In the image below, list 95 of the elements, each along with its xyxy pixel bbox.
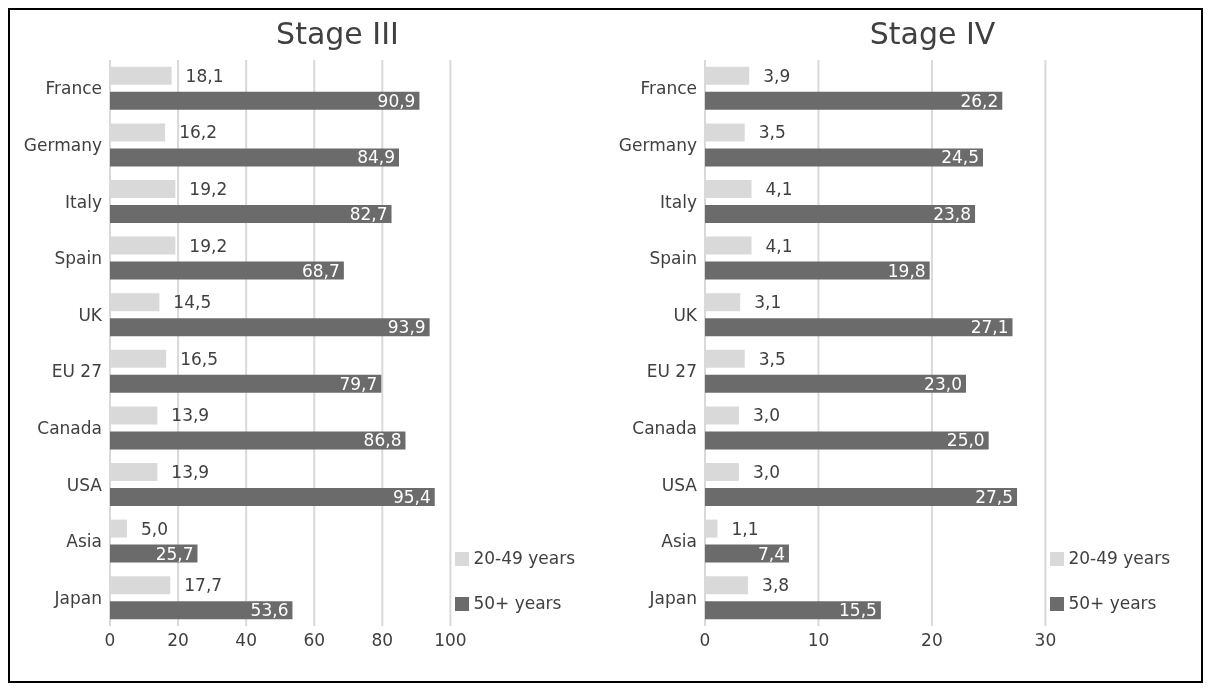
y-tick-label: Spain — [54, 248, 102, 269]
x-tick-label: 60 — [303, 630, 326, 651]
data-label: 18,1 — [185, 65, 224, 86]
x-tick-label: 40 — [235, 630, 257, 651]
data-label: 4,1 — [765, 178, 793, 199]
data-label: 23,0 — [924, 373, 962, 394]
x-tick-label: 0 — [104, 630, 116, 651]
bar — [705, 91, 1003, 110]
legend-label: 50+ years — [473, 593, 562, 613]
data-label: 79,7 — [339, 373, 378, 394]
y-tick-label: Germany — [23, 134, 102, 155]
bar — [110, 374, 382, 393]
data-label: 3,8 — [762, 575, 790, 596]
chart-title: Stage III — [275, 16, 400, 53]
y-tick-label: Japan — [648, 587, 697, 608]
data-label: 1,1 — [731, 518, 759, 539]
data-label: 25,0 — [946, 430, 985, 451]
data-label: 4,1 — [765, 235, 793, 256]
data-label: 95,4 — [392, 486, 431, 507]
data-label: 14,5 — [173, 292, 212, 313]
bar — [705, 148, 983, 167]
data-label: 3,9 — [763, 65, 791, 86]
bar — [705, 487, 1018, 506]
y-tick-label: USA — [66, 474, 103, 495]
bar — [110, 601, 293, 620]
data-label: 27,5 — [975, 486, 1014, 507]
data-label: 90,9 — [377, 90, 416, 111]
y-tick-label: EU 27 — [646, 361, 697, 382]
data-label: 53,6 — [250, 600, 289, 621]
bar — [110, 91, 420, 110]
bar — [110, 318, 430, 337]
data-label: 13,9 — [171, 405, 210, 426]
bar — [705, 318, 1013, 337]
data-label: 3,5 — [758, 122, 786, 143]
data-label: 7,4 — [757, 543, 785, 564]
data-label: 5,0 — [141, 518, 169, 539]
x-tick-label: 10 — [807, 630, 830, 651]
data-label: 3,5 — [758, 348, 786, 369]
y-tick-label: France — [45, 78, 102, 99]
data-label: 24,5 — [941, 147, 979, 168]
y-tick-label: Germany — [618, 134, 697, 155]
bar — [705, 431, 989, 450]
y-tick-label: Italy — [65, 191, 102, 212]
data-label: 27,1 — [970, 317, 1009, 338]
data-label: 17,7 — [184, 575, 223, 596]
data-label: 19,2 — [189, 178, 228, 199]
data-label: 26,2 — [960, 90, 999, 111]
bar — [110, 148, 399, 167]
y-tick-label: EU 27 — [51, 361, 102, 382]
data-label: 86,8 — [363, 430, 402, 451]
y-tick-label: Canada — [37, 417, 102, 438]
x-tick-label: 20 — [167, 630, 189, 651]
y-tick-label: UK — [78, 304, 103, 325]
data-label: 19,8 — [887, 260, 926, 281]
data-label: 3,0 — [753, 461, 781, 482]
chart-title: Stage IV — [868, 16, 997, 53]
y-tick-label: UK — [673, 304, 698, 325]
data-label: 16,5 — [180, 348, 219, 369]
bar — [110, 487, 435, 506]
bar — [705, 261, 930, 280]
legend-label: 20-49 years — [473, 548, 575, 568]
x-tick-label: 30 — [1034, 630, 1057, 651]
data-label: 3,0 — [753, 405, 781, 426]
y-tick-label: France — [640, 78, 697, 99]
data-label: 13,9 — [171, 461, 210, 482]
x-tick-label: 20 — [921, 630, 943, 651]
bar — [705, 204, 976, 223]
bar — [705, 544, 789, 563]
y-tick-label: Canada — [632, 417, 697, 438]
data-label: 3,1 — [754, 292, 782, 313]
data-label: 82,7 — [349, 203, 388, 224]
data-label: 93,9 — [387, 317, 426, 338]
data-label: 84,9 — [357, 147, 395, 168]
bar — [705, 601, 881, 620]
data-label: 16,2 — [179, 122, 218, 143]
data-label: 23,8 — [933, 203, 972, 224]
y-tick-label: Asia — [661, 531, 697, 552]
y-tick-label: Italy — [660, 191, 697, 212]
data-label: 25,7 — [155, 543, 194, 564]
y-tick-label: Asia — [66, 531, 102, 552]
y-tick-label: Spain — [649, 248, 697, 269]
y-tick-label: USA — [661, 474, 698, 495]
legend-label: 50+ years — [1068, 593, 1157, 613]
data-label: 15,5 — [839, 600, 877, 621]
y-tick-label: Japan — [53, 587, 102, 608]
x-tick-label: 0 — [699, 630, 711, 651]
x-tick-label: 100 — [434, 630, 467, 651]
bar — [110, 261, 344, 280]
data-label: 68,7 — [302, 260, 340, 281]
x-tick-label: 80 — [371, 630, 394, 651]
legend-label: 20-49 years — [1068, 548, 1170, 568]
data-label: 19,2 — [189, 235, 228, 256]
bar — [110, 204, 392, 223]
bar — [705, 374, 966, 393]
bar — [110, 431, 406, 450]
